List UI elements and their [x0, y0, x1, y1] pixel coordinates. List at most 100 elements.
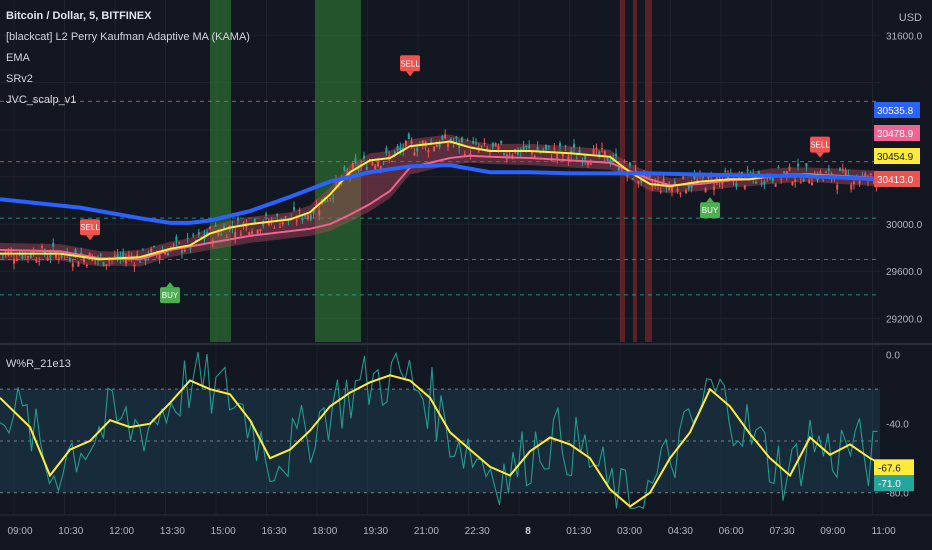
osc-value-box	[874, 459, 914, 476]
sell-signal: SELL	[80, 219, 100, 241]
candle-body	[659, 191, 662, 193]
candle-body	[743, 185, 746, 189]
candle-body	[780, 179, 783, 181]
highlight-zone	[645, 0, 652, 342]
candle-body	[329, 198, 332, 200]
candle-body	[99, 254, 102, 256]
candle-body	[455, 136, 458, 139]
candle-body	[757, 171, 760, 175]
candle-body	[150, 248, 153, 252]
candle-body	[133, 264, 136, 267]
candle-body	[209, 227, 211, 229]
candle-body	[276, 214, 279, 217]
signal-pointer	[406, 71, 414, 77]
candle-body	[220, 234, 223, 236]
candle-body	[83, 257, 85, 262]
candle-body	[797, 163, 799, 167]
candle-body	[701, 175, 704, 179]
candle-body	[777, 167, 780, 169]
candle-body	[284, 216, 287, 219]
candle-body	[648, 174, 651, 177]
candle-body	[676, 188, 679, 193]
candle-body	[466, 139, 469, 141]
candle-body	[861, 175, 864, 177]
osc-tick-label: -80.0	[886, 489, 909, 500]
candle-body	[570, 150, 573, 154]
candle-body	[158, 254, 161, 260]
candle-body	[421, 140, 424, 145]
candle-body	[382, 161, 385, 163]
x-tick-label: 03:00	[617, 526, 642, 537]
candle-body	[811, 182, 813, 186]
signal-label: BUY	[162, 291, 179, 300]
candle-body	[850, 184, 853, 190]
oscillator-title[interactable]: W%R_21e13	[6, 358, 71, 370]
candle-body	[525, 145, 528, 148]
candle-body	[687, 184, 690, 189]
candle-body	[256, 230, 259, 234]
candle-body	[827, 168, 830, 171]
candle-body	[270, 219, 273, 221]
candle-body	[657, 181, 659, 186]
candle-body	[211, 240, 214, 242]
signal-label: SELL	[80, 223, 100, 232]
signal-label: BUY	[702, 206, 719, 215]
candle-body	[399, 147, 402, 151]
signal-pointer	[706, 197, 714, 203]
candle-body	[581, 161, 584, 163]
candle-body	[584, 154, 587, 160]
candle-body	[805, 163, 808, 167]
candle-body	[127, 255, 130, 257]
price-label: 30478.9	[877, 129, 914, 140]
price-label: 30413.0	[877, 175, 914, 186]
x-tick-label: 16:30	[261, 526, 286, 537]
wr-line	[0, 351, 878, 510]
buy-signal: BUY	[700, 197, 720, 219]
candle-body	[178, 242, 181, 244]
indicator-srv2[interactable]: SRv2	[6, 73, 33, 85]
signal-box	[400, 55, 420, 72]
candle-body	[18, 254, 21, 256]
indicator-kama[interactable]: [blackcat] L2 Perry Kaufman Adaptive MA …	[6, 31, 250, 43]
candle-body	[253, 218, 256, 224]
candle-body	[774, 183, 777, 187]
candle-body	[651, 184, 654, 187]
indicator-jvc[interactable]: JVC_scalp_v1	[6, 94, 77, 106]
x-tick-label: 06:00	[719, 526, 744, 537]
candle-body	[808, 179, 811, 184]
candle-body	[668, 186, 671, 191]
candle-body	[41, 246, 43, 248]
candle-body	[164, 251, 167, 255]
candle-body	[564, 145, 567, 147]
candle-body	[192, 234, 195, 236]
candle-body	[223, 226, 225, 228]
candle-body	[77, 261, 80, 267]
candle-body	[637, 180, 640, 184]
candle-body	[836, 184, 839, 190]
candle-body	[265, 213, 267, 216]
symbol-title[interactable]: Bitcoin / Dollar, 5, BITFINEX	[6, 10, 152, 22]
candle-body	[200, 236, 203, 238]
candle-body	[844, 170, 847, 176]
candle-body	[679, 192, 682, 195]
x-tick-label: 04:30	[668, 526, 693, 537]
candle-body	[629, 162, 631, 166]
candle-body	[685, 190, 687, 194]
candle-body	[589, 163, 592, 165]
wr-signal-line	[0, 374, 881, 508]
x-tick-label: 12:00	[109, 526, 134, 537]
indicator-ema[interactable]: EMA	[6, 52, 30, 64]
signal-pointer	[816, 152, 824, 158]
signal-box	[700, 202, 720, 219]
candle-body	[393, 151, 396, 153]
candle-body	[307, 214, 309, 220]
candle-body	[494, 143, 497, 147]
candle-body	[60, 252, 63, 258]
candle-body	[480, 145, 483, 147]
candle-body	[10, 250, 13, 255]
grid-lines	[0, 0, 880, 515]
candle-body	[704, 188, 707, 193]
candle-body	[603, 150, 606, 156]
candle-body	[309, 214, 312, 220]
